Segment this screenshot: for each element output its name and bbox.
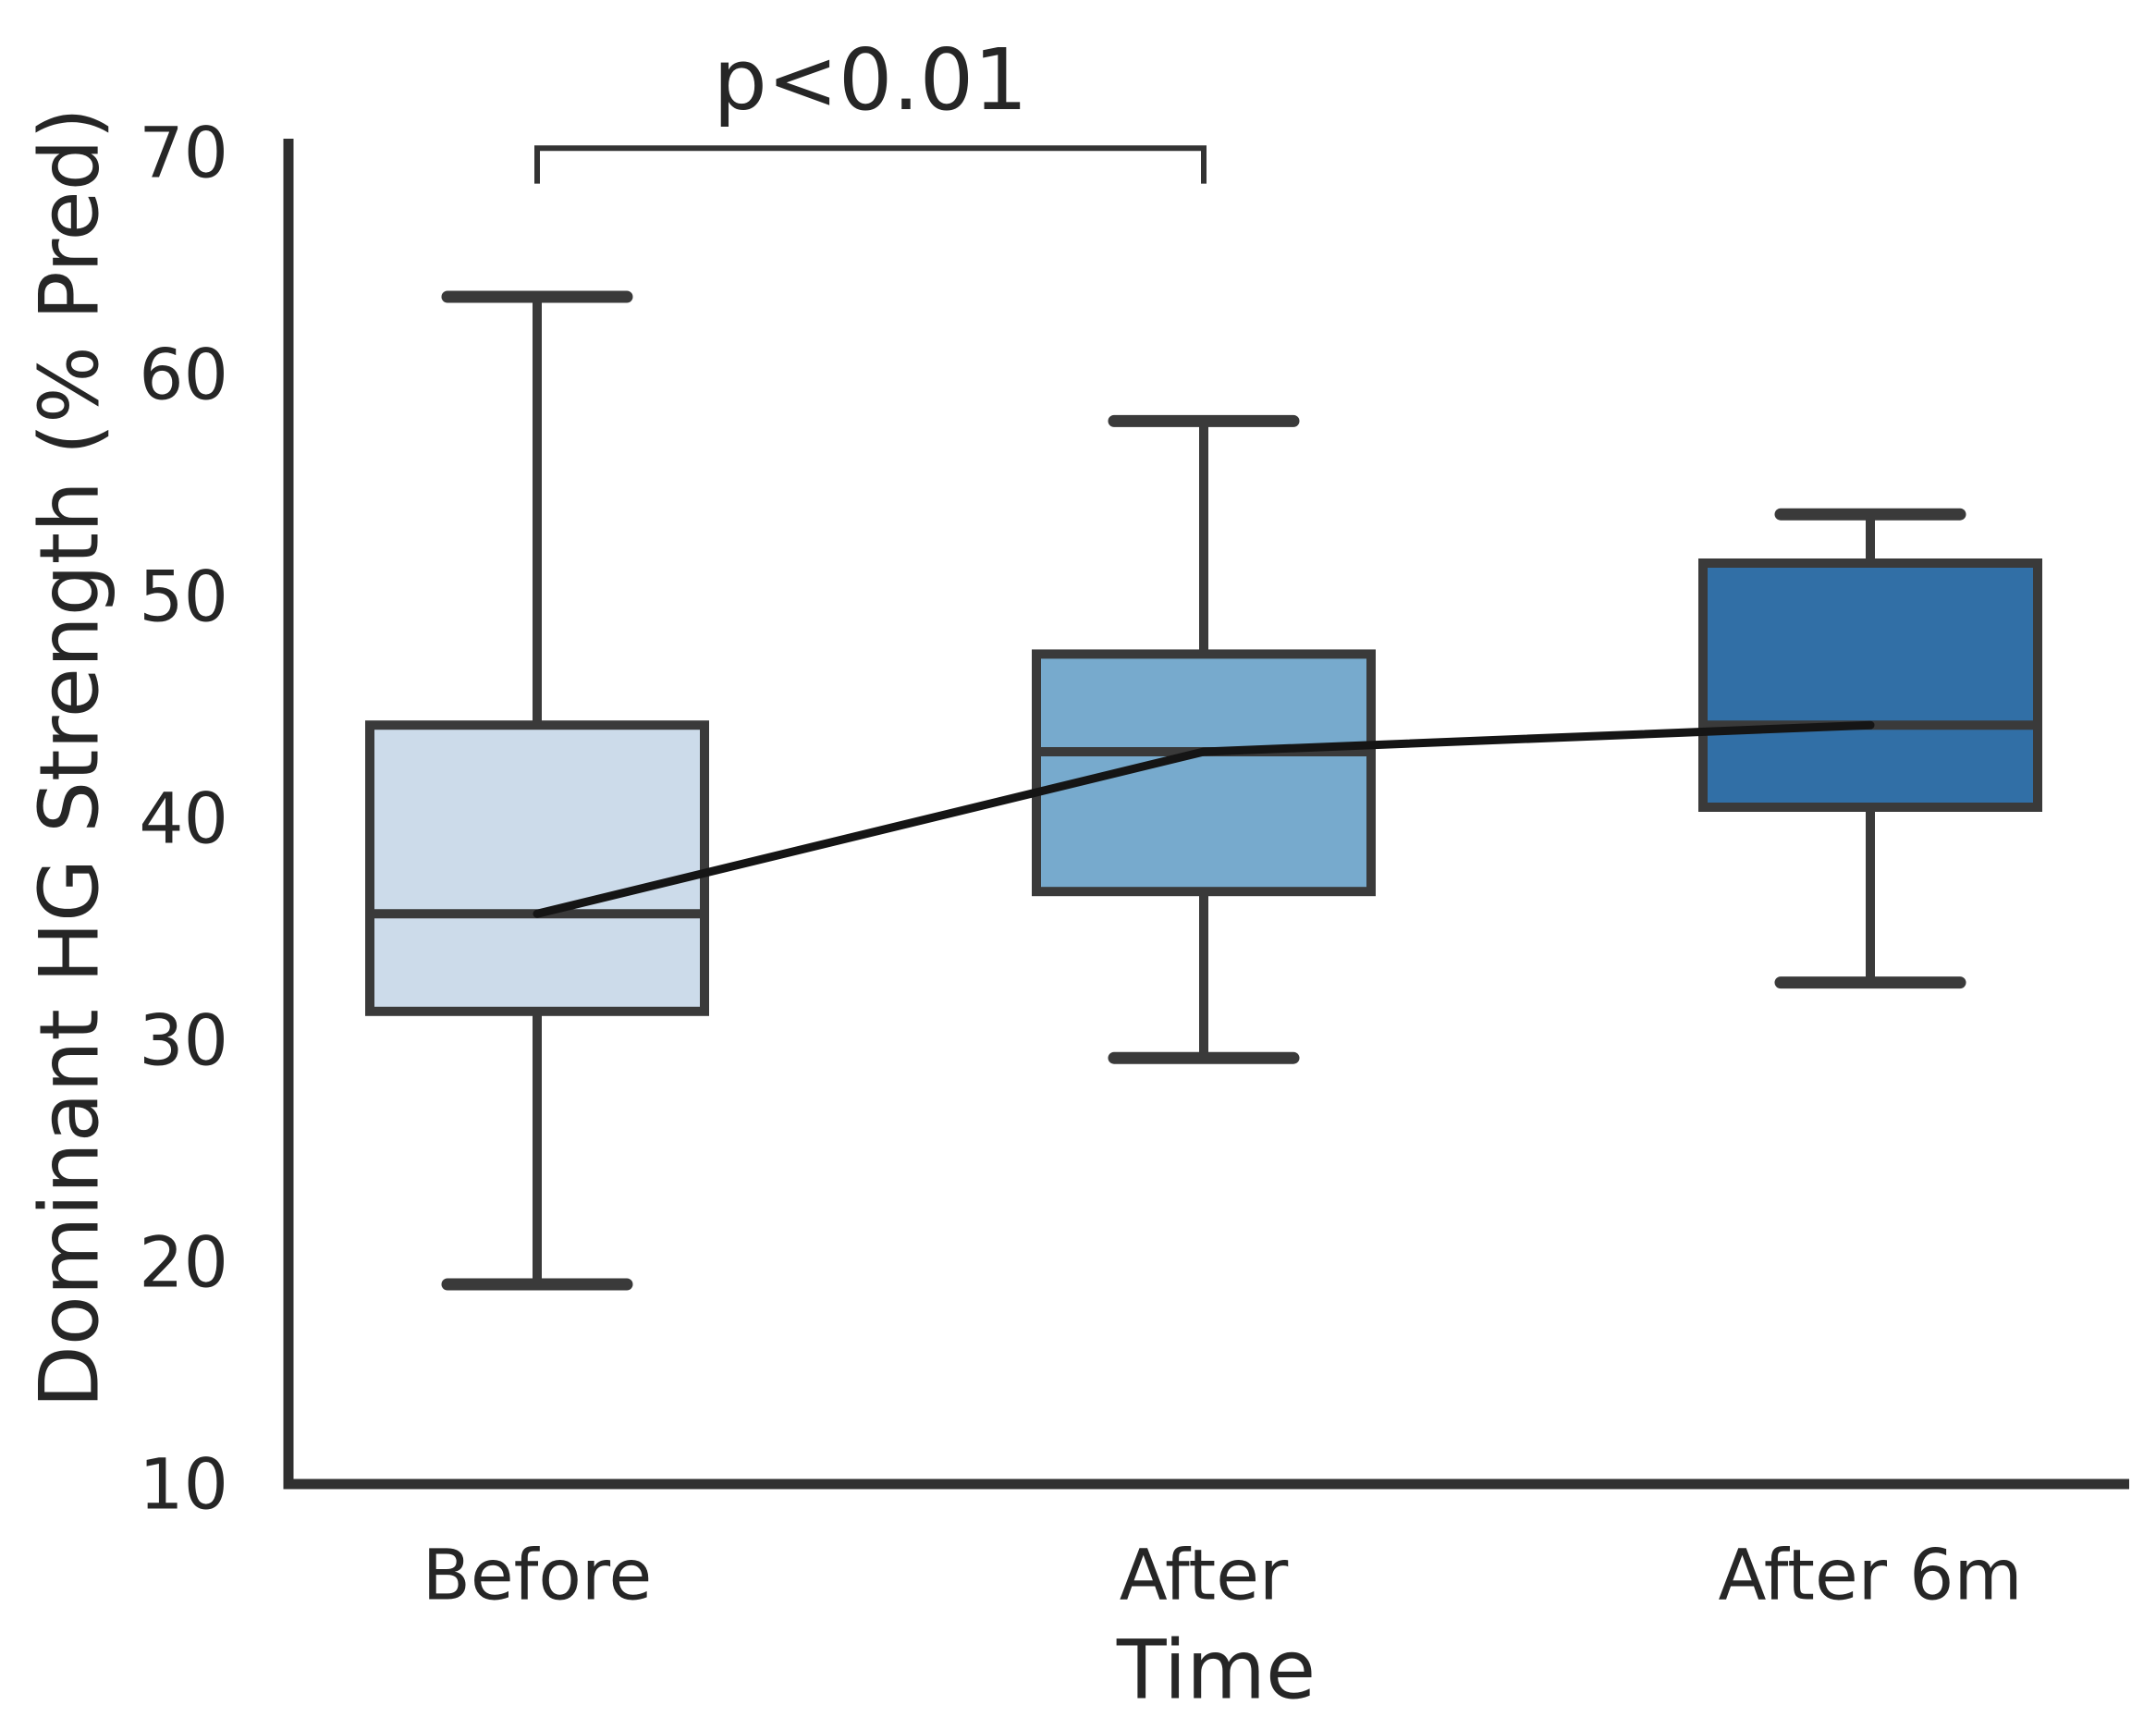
- trend-line: [533, 720, 1875, 918]
- significance-text: p<0.01: [713, 31, 1027, 129]
- y-tick-label-50: 50: [139, 556, 228, 638]
- y-tick-label-10: 10: [139, 1443, 228, 1526]
- box-before: [365, 720, 709, 1016]
- y-tick-label-20: 20: [139, 1221, 228, 1304]
- significance-bracket: [534, 145, 1207, 184]
- x-axis-label: Time: [1116, 1623, 1316, 1718]
- x-tick-label-before: Before: [423, 1534, 652, 1616]
- y-axis-label: Dominant HG Strength (% Pred): [22, 107, 117, 1408]
- y-tick-label-40: 40: [139, 778, 228, 860]
- y-tick-label-60: 60: [139, 334, 228, 416]
- x-tick-label-after: After: [1120, 1534, 1289, 1616]
- x-tick-label-after-6m: After 6m: [1718, 1534, 2022, 1616]
- y-tick-label-30: 30: [139, 1000, 228, 1082]
- y-tick-label-70: 70: [139, 112, 228, 194]
- box-after: [1032, 649, 1376, 897]
- box-after-6m: [1698, 558, 2042, 812]
